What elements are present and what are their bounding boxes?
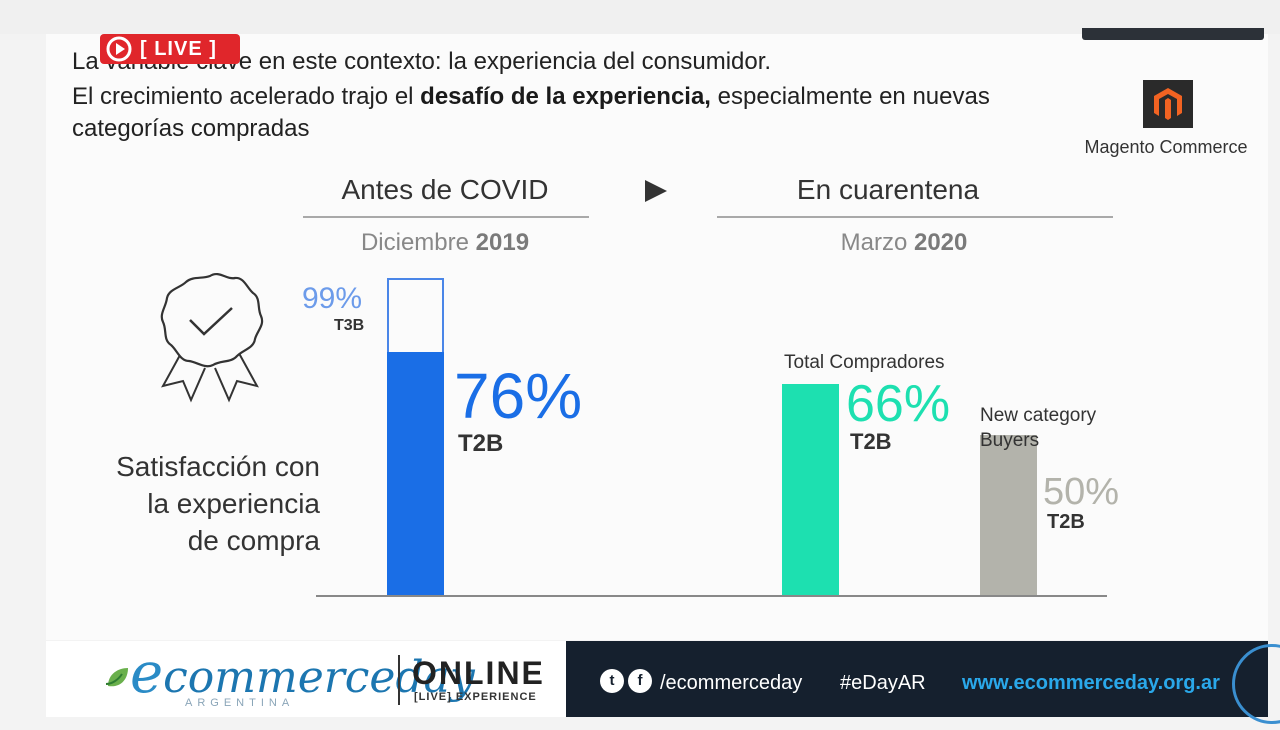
label-total-compradores: Total Compradores [784,352,945,373]
period-after-date: Marzo 2020 [840,229,968,256]
headline-line-2: El crecimiento acelerado trajo el desafí… [72,83,990,110]
window-top-bar [0,0,1280,34]
play-icon [106,36,132,62]
bar-total-compradores-2020 [782,384,839,595]
magento-logo-icon [1143,80,1193,128]
period-before-rule [303,216,589,218]
banner-social-handle: /ecommerceday [660,672,803,694]
banner-online: ONLINE [412,655,545,691]
live-badge: [ LIVE ] [100,34,240,64]
metric-t2b-total: T2B [850,429,892,454]
metric-t2b-new: T2B [1047,511,1085,533]
live-badge-label: [ LIVE ] [140,37,217,60]
bar-t2b-2019 [387,352,444,595]
metric-label: Satisfacción con la experiencia de compr… [116,451,320,556]
banner-live-experience: [LIVE] EXPERIENCE [414,691,537,703]
arrow-right-icon [645,180,667,202]
data-label-66: 66% [846,375,951,433]
label-new-category-buyers: New category Buyers [980,405,1097,451]
leaf-logo-icon [105,668,128,687]
period-before-date: Diciembre 2019 [360,229,530,256]
chart-baseline [316,595,1107,597]
headline-emphasis: desafío de la experiencia, [420,83,711,110]
award-ribbon-icon [160,272,264,403]
data-label-99: 99% [302,282,363,315]
bar-new-category-2020 [980,435,1037,595]
magento-logo-text: Magento Commerce [1084,137,1248,157]
data-label-76: 76% [454,360,583,432]
data-label-50: 50% [1043,471,1120,513]
period-after-rule [717,216,1113,218]
camera-overlay-strip [1082,28,1264,40]
twitter-icon: t [600,669,624,693]
ecommerceday-logo: ecommerceday [130,641,475,706]
metric-t3b: T3B [334,317,365,334]
banner-hashtag: #eDayAR [840,672,926,694]
period-after-title: En cuarentena [796,174,980,205]
period-before-title: Antes de COVID [341,174,549,205]
banner-website[interactable]: www.ecommerceday.org.ar [962,672,1220,694]
banner-country: ARGENTINA [185,697,295,709]
metric-t2b-2019: T2B [458,430,504,457]
headline-line-3: categorías compradas [72,115,310,142]
facebook-icon: f [628,669,652,693]
banner-divider [398,655,400,705]
banner-dark-panel [566,641,1268,717]
